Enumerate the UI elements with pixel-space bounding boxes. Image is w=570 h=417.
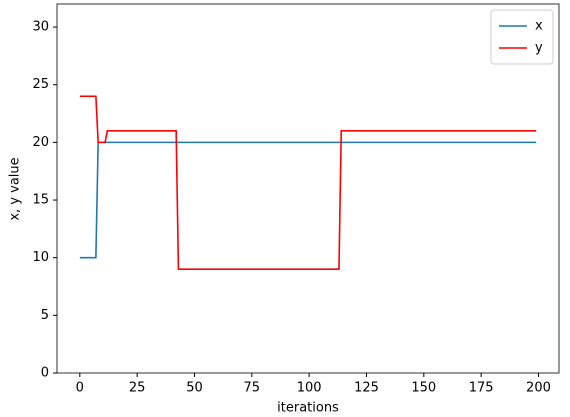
- legend-label: y: [535, 41, 543, 56]
- x-tick-label: 150: [411, 381, 436, 396]
- y-tick-label: 5: [41, 308, 49, 323]
- y-axis-label: x, y value: [8, 157, 23, 220]
- plot-frame: [56, 3, 560, 374]
- series-line: [79, 95, 537, 271]
- series-line: [79, 141, 537, 259]
- x-tick-label: 100: [297, 381, 322, 396]
- legend-box: [490, 9, 554, 65]
- x-tick-label: 25: [129, 381, 146, 396]
- y-tick-label: 15: [32, 193, 49, 208]
- x-tick-label: 50: [186, 381, 203, 396]
- y-tick-label: 0: [41, 366, 49, 381]
- x-tick-label: 125: [354, 381, 379, 396]
- y-tick-label: 25: [32, 77, 49, 92]
- y-tick-label: 20: [32, 135, 49, 150]
- x-axis-label: iterations: [277, 401, 339, 416]
- x-tick-label: 75: [244, 381, 261, 396]
- x-tick-label: 0: [76, 381, 84, 396]
- y-tick-label: 30: [32, 20, 49, 35]
- y-tick-label: 10: [32, 250, 49, 265]
- legend-label: x: [535, 19, 543, 34]
- x-tick-label: 200: [526, 381, 551, 396]
- x-tick-label: 175: [469, 381, 494, 396]
